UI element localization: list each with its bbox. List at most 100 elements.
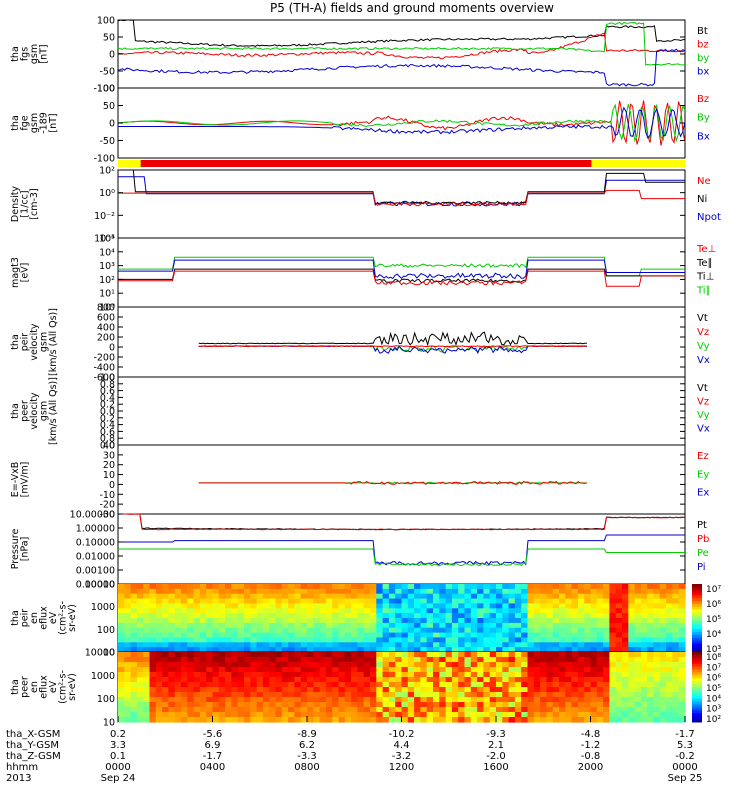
spectrogram-cell <box>546 632 554 639</box>
spectrogram-cell <box>319 677 327 683</box>
spectrogram-cell <box>319 667 327 673</box>
spectrogram-cell <box>313 618 321 624</box>
spectrogram-cell <box>508 652 516 658</box>
spectrogram-cell <box>634 613 642 619</box>
spectrogram-cell <box>124 687 132 693</box>
spectrogram-cell <box>502 692 510 698</box>
spectrogram-cell <box>590 702 598 708</box>
series-line-density-1 <box>118 169 685 205</box>
spectrogram-cell <box>559 622 566 629</box>
spectrogram-cell <box>187 613 195 619</box>
spectrogram-cell <box>489 717 497 723</box>
spectrogram-cell <box>609 627 617 634</box>
spectrogram-cell <box>590 622 598 629</box>
spectrogram-cell <box>678 642 686 648</box>
spectrogram-cell <box>136 593 144 600</box>
spectrogram-cell <box>376 667 384 673</box>
spectrogram-cell <box>256 712 264 718</box>
spectrogram-cell <box>622 672 629 678</box>
spectrogram-cell <box>124 697 132 703</box>
spectrogram-cell <box>577 652 585 658</box>
spectrogram-cell <box>483 627 491 634</box>
spectrogram-cell <box>250 702 258 708</box>
spectrogram-cell <box>628 588 636 595</box>
spectrogram-cell <box>118 618 125 624</box>
spectrogram-cell <box>162 707 169 713</box>
spectrogram-cell <box>313 682 321 688</box>
spectrogram-cell <box>640 717 648 723</box>
spectrogram-cell <box>149 632 157 639</box>
spectrogram-cell <box>496 702 503 708</box>
spectrogram-cell <box>344 657 352 663</box>
spectrogram-cell <box>407 717 415 723</box>
spectrogram-cell <box>325 647 333 653</box>
colorbar-step <box>692 601 702 605</box>
spectrogram-cell <box>489 584 497 590</box>
spectrogram-cell <box>666 603 673 609</box>
spectrogram-cell <box>388 637 396 643</box>
spectrogram-cell <box>584 677 592 683</box>
spectrogram-cell <box>155 702 163 708</box>
spectrogram-cell <box>124 637 132 643</box>
spectrogram-cell <box>445 672 453 678</box>
spectrogram-cell <box>477 622 484 629</box>
spectrogram-cell <box>162 584 169 590</box>
ephemeris-value: 0.2 <box>110 729 126 740</box>
spectrogram-cell <box>420 707 428 713</box>
spectrogram-cell <box>565 667 573 673</box>
spectrogram-cell <box>458 667 466 673</box>
spectrogram-cell <box>590 647 598 653</box>
spectrogram-cell <box>168 622 176 629</box>
spectrogram-cell <box>168 632 176 639</box>
spectrogram-cell <box>357 647 365 653</box>
spectrogram-cell <box>136 712 144 718</box>
spectrogram-cell <box>615 687 623 693</box>
series-line-pressure-2 <box>118 534 685 566</box>
spectrogram-cell <box>174 618 182 624</box>
spectrogram-cell <box>609 697 617 703</box>
spectrogram-cell <box>571 613 579 619</box>
spectrogram-cell <box>426 608 434 614</box>
spectrogram-cell <box>628 712 636 718</box>
spectrogram-cell <box>678 677 686 683</box>
spectrogram-cell <box>508 584 516 590</box>
spectrogram-cell <box>559 657 566 663</box>
spectrogram-cell <box>584 647 592 653</box>
spectrogram-cell <box>628 717 636 723</box>
spectrogram-cell <box>313 622 321 629</box>
spectrogram-cell <box>363 584 371 590</box>
spectrogram-cell <box>464 652 472 658</box>
y-tick-label: 600 <box>97 313 115 324</box>
spectrogram-cell <box>174 603 182 609</box>
spectrogram-cell <box>225 637 232 643</box>
spectrogram-cell <box>559 702 566 708</box>
spectrogram-cell <box>338 657 346 663</box>
spectrogram-cell <box>130 677 138 683</box>
spectrogram-cell <box>470 603 478 609</box>
spectrogram-cell <box>218 608 226 614</box>
spectrogram-cell <box>193 613 201 619</box>
spectrogram-cell <box>401 618 409 624</box>
spectrogram-cell <box>414 637 421 643</box>
spectrogram-cell <box>351 603 358 609</box>
spectrogram-cell <box>351 712 358 718</box>
spectrogram-cell <box>382 697 390 703</box>
spectrogram-cell <box>388 657 396 663</box>
spectrogram-cell <box>527 702 535 708</box>
spectrogram-cell <box>130 662 138 668</box>
spectrogram-cell <box>136 687 144 693</box>
spectrogram-cell <box>218 702 226 708</box>
spectrogram-cell <box>647 687 655 693</box>
spectrogram-cell <box>514 707 522 713</box>
y-axis-label: Density <box>10 186 21 222</box>
y-axis-label: tha <box>10 403 21 419</box>
spectrogram-cell <box>288 697 295 703</box>
spectrogram-cell <box>426 657 434 663</box>
spectrogram-cell <box>527 618 535 624</box>
spectrogram-cell <box>451 627 459 634</box>
spectrogram-cell <box>584 657 592 663</box>
spectrogram-cell <box>395 667 403 673</box>
spectrogram-cell <box>363 662 371 668</box>
spectrogram-cell <box>275 584 283 590</box>
